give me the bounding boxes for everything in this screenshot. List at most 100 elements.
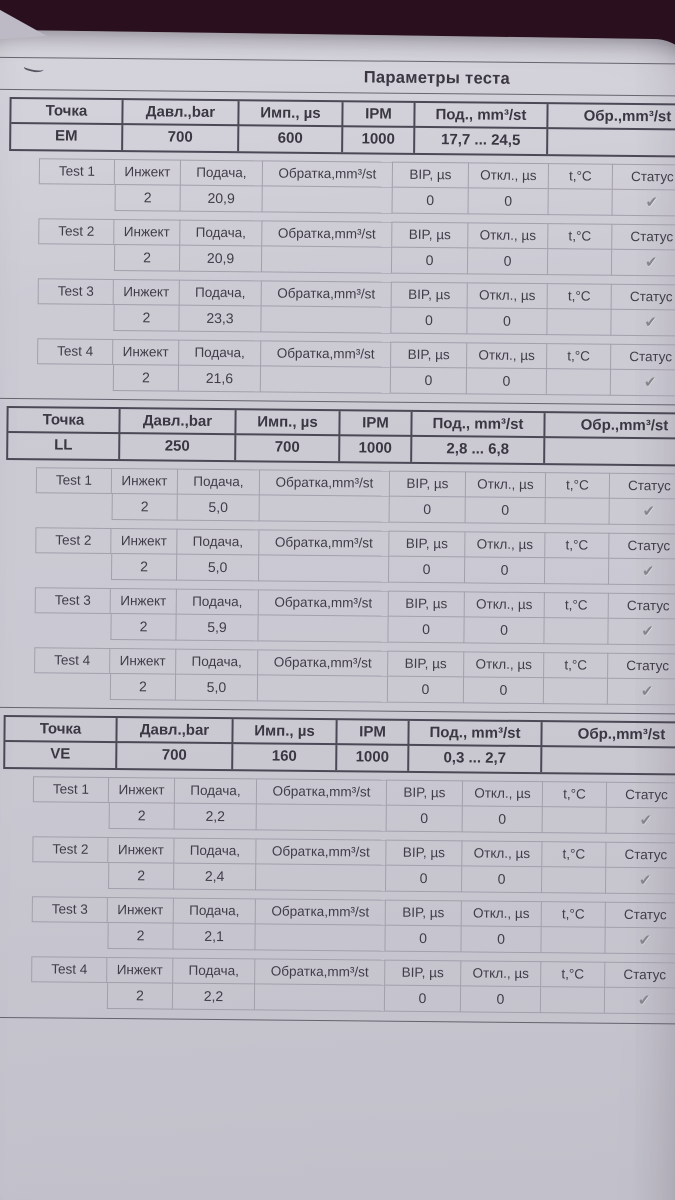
- col-supply: Подача,: [176, 648, 259, 676]
- test-label-spacer: [31, 982, 107, 1009]
- test-group: Test 4 Инжект Подача, Обратка,mm³/st BIP…: [37, 338, 675, 397]
- return-value: [255, 924, 386, 952]
- test-group: Test 2 Инжект Подача, Обратка,mm³/st BIP…: [38, 218, 675, 277]
- status-check-icon: ✔: [645, 193, 659, 212]
- col-status: Статус: [612, 163, 675, 191]
- ipm-value: 1000: [337, 745, 410, 771]
- temperature-value: [540, 987, 606, 1014]
- supply-value: 2,2: [174, 803, 257, 831]
- deviation-value: 0: [467, 308, 548, 336]
- section-separator-rule: [0, 706, 675, 715]
- supply-value: 23,3: [179, 305, 262, 333]
- deviation-value: 0: [462, 806, 543, 834]
- col-deviation: Откл., µs: [465, 471, 547, 499]
- col-return: Обратка,mm³/st: [258, 589, 389, 617]
- col-temperature: t,°C: [542, 841, 607, 868]
- col-bip: BIP, µs: [385, 959, 462, 987]
- col-status: Статус: [606, 781, 675, 809]
- pressure-value: 250: [120, 434, 237, 461]
- status-check-icon: ✔: [641, 622, 655, 641]
- col-pressure: Давл.,bar: [123, 100, 240, 127]
- col-injector: Инжект: [110, 647, 177, 675]
- col-point: Точка: [5, 716, 118, 744]
- col-return: Обратка,mm³/st: [262, 160, 394, 188]
- test-section: Точка Давл.,bar Имп., µs IPM Под., mm³/s…: [0, 88, 675, 397]
- test-sections: Точка Давл.,bar Имп., µs IPM Под., mm³/s…: [0, 88, 675, 1015]
- test-label-spacer: [37, 364, 113, 391]
- col-bip: BIP, µs: [392, 221, 469, 249]
- return-value: [254, 984, 386, 1012]
- test-group: Test 3 Инжект Подача, Обратка,mm³/st BIP…: [31, 896, 675, 955]
- temperature-value: [546, 369, 612, 396]
- bip-value: 0: [388, 556, 466, 584]
- col-status: Статус: [609, 532, 675, 560]
- test-values-row: 2 20,9 0 0 ✔: [38, 244, 675, 277]
- point-name: VE: [5, 741, 118, 769]
- bip-value: 0: [386, 805, 463, 833]
- col-status: Статус: [609, 472, 675, 500]
- col-return: Обратка,mm³/st: [261, 340, 392, 368]
- col-return: Обр.,mm³/st: [545, 413, 675, 440]
- col-bip: BIP, µs: [391, 341, 468, 369]
- col-temperature: t,°C: [548, 163, 614, 190]
- temperature-value: [541, 927, 606, 954]
- col-status: Статус: [606, 841, 675, 869]
- test-label-spacer: [38, 244, 114, 271]
- bip-value: 0: [387, 676, 465, 704]
- col-pressure: Давл.,bar: [120, 409, 237, 436]
- supply-value: 20,9: [180, 185, 263, 213]
- test-label-spacer: [36, 493, 112, 520]
- point-name: LL: [8, 433, 121, 460]
- return-value: [256, 864, 387, 892]
- return-value: [258, 615, 389, 643]
- col-bip: BIP, µs: [386, 779, 464, 807]
- col-temperature: t,°C: [545, 532, 610, 559]
- col-status: Статус: [612, 223, 675, 251]
- col-bip: BIP, µs: [392, 161, 470, 189]
- temperature-value: [547, 249, 613, 276]
- status-check-icon: ✔: [639, 811, 653, 830]
- col-bip: BIP, µs: [391, 281, 468, 309]
- col-supply: Под., mm³/st: [409, 720, 543, 748]
- test-label-spacer: [34, 613, 110, 640]
- supply-value: 2,4: [174, 863, 257, 891]
- bip-value: 0: [391, 307, 468, 335]
- deviation-value: 0: [462, 866, 543, 894]
- injector-value: 2: [112, 365, 180, 392]
- col-return: Обратка,mm³/st: [258, 649, 389, 677]
- bip-value: 0: [384, 985, 462, 1013]
- supply-value: 20,9: [179, 245, 263, 273]
- status-cell: ✔: [604, 987, 675, 1015]
- deviation-value: 0: [467, 248, 549, 276]
- temperature-value: [548, 189, 613, 216]
- bip-value: 0: [391, 247, 469, 275]
- col-pulse: Имп., µs: [236, 410, 341, 437]
- temperature-value: [545, 498, 610, 525]
- supply-value: 5,0: [176, 554, 260, 582]
- test-values-row: 2 2,2 0 0 ✔: [33, 802, 675, 835]
- col-injector: Инжект: [110, 587, 177, 615]
- pressure-value: 700: [117, 743, 234, 770]
- return-value: [261, 246, 393, 274]
- injector-value: 2: [110, 613, 177, 641]
- supply-value: 5,0: [175, 674, 259, 702]
- col-ipm: IPM: [340, 411, 413, 437]
- test-label-spacer: [39, 184, 115, 211]
- section-separator-rule: [0, 397, 675, 406]
- deviation-value: 0: [468, 188, 549, 216]
- col-return: Обратка,mm³/st: [259, 469, 391, 497]
- col-point: Точка: [11, 99, 124, 126]
- status-cell: ✔: [611, 309, 675, 337]
- supply-value: 5,0: [177, 494, 260, 522]
- return-value: [257, 675, 389, 703]
- col-temperature: t,°C: [541, 901, 606, 928]
- test-values-row: 2 5,9 0 0 ✔: [34, 613, 675, 646]
- col-ipm: IPM: [343, 102, 416, 128]
- ipm-value: 1000: [340, 436, 413, 462]
- col-return: Обратка,mm³/st: [256, 838, 387, 866]
- injector-value: 2: [110, 553, 178, 581]
- injector-value: 2: [106, 982, 174, 1010]
- pulse-value: 700: [236, 435, 341, 462]
- status-cell: ✔: [611, 249, 675, 277]
